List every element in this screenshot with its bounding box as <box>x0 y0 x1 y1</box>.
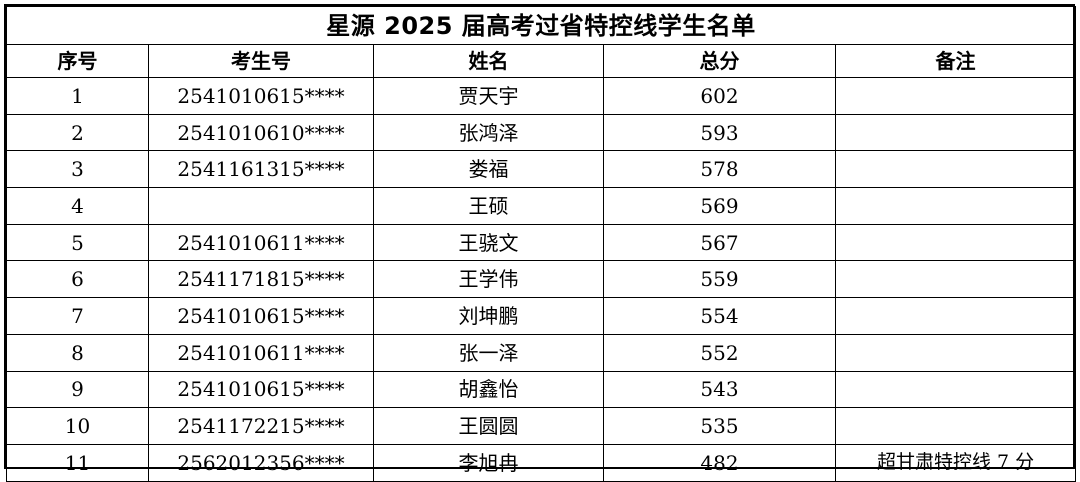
row-number-cell: 8 <box>6 333 149 372</box>
exam-id-cell: 2541010615**** <box>148 370 374 409</box>
note-cell <box>834 260 1077 299</box>
student-name-cell: 王硕 <box>373 187 604 225</box>
row-number-cell: 2 <box>6 113 149 152</box>
note-cell <box>834 297 1077 335</box>
exam-id-cell: 2541010611**** <box>148 333 374 372</box>
student-name-cell: 王圆圆 <box>373 407 604 445</box>
student-list-table-frame: 星源 2025 届高考过省特控线学生名单 序号 考生号 姓名 总分 备注 1 25… <box>4 4 1077 482</box>
row-number-cell: 9 <box>6 370 149 409</box>
exam-id-cell <box>148 187 374 225</box>
note-cell <box>834 150 1077 189</box>
row-number-cell: 11 <box>6 443 149 482</box>
row-number-cell: 6 <box>6 260 149 299</box>
note-cell <box>834 77 1077 115</box>
table-row: 7 2541010615**** 刘坤鹏 554 <box>6 297 1077 335</box>
student-name-cell: 王骁文 <box>373 223 604 262</box>
exam-id-cell: 2562012356**** <box>148 443 374 482</box>
student-name-cell: 李旭冉 <box>373 443 604 482</box>
score-cell: 593 <box>603 113 836 152</box>
score-cell: 535 <box>603 407 836 445</box>
row-number-cell: 10 <box>6 407 149 445</box>
header-score: 总分 <box>603 44 836 78</box>
note-cell <box>834 187 1077 225</box>
table-row: 6 2541171815**** 王学伟 559 <box>6 260 1077 299</box>
note-cell: 超甘肃特控线 7 分 <box>834 443 1077 482</box>
score-cell: 552 <box>603 333 836 372</box>
score-cell: 543 <box>603 370 836 409</box>
exam-id-cell: 2541010615**** <box>148 77 374 115</box>
note-cell <box>834 407 1077 445</box>
header-name: 姓名 <box>373 44 604 78</box>
row-number-cell: 4 <box>6 187 149 225</box>
score-cell: 554 <box>603 297 836 335</box>
student-name-cell: 贾天宇 <box>373 77 604 115</box>
note-cell <box>834 370 1077 409</box>
score-cell: 559 <box>603 260 836 299</box>
student-name-cell: 王学伟 <box>373 260 604 299</box>
table-row: 9 2541010615**** 胡鑫怡 543 <box>6 370 1077 409</box>
row-number-cell: 5 <box>6 223 149 262</box>
table-row: 10 2541172215**** 王圆圆 535 <box>6 407 1077 445</box>
header-row: 序号 考生号 姓名 总分 备注 <box>6 44 1077 78</box>
score-cell: 482 <box>603 443 836 482</box>
student-name-cell: 张一泽 <box>373 333 604 372</box>
table-title: 星源 2025 届高考过省特控线学生名单 <box>5 6 1077 45</box>
note-cell <box>834 333 1077 372</box>
header-exam-id: 考生号 <box>148 44 374 78</box>
header-note: 备注 <box>834 44 1077 78</box>
exam-id-cell: 2541010615**** <box>148 297 374 335</box>
exam-id-cell: 2541010611**** <box>148 223 374 262</box>
header-no: 序号 <box>6 44 149 78</box>
note-cell <box>834 223 1077 262</box>
exam-id-cell: 2541010610**** <box>148 113 374 152</box>
note-cell <box>834 113 1077 152</box>
table-row: 5 2541010611**** 王骁文 567 <box>6 223 1077 262</box>
exam-id-cell: 2541161315**** <box>148 150 374 189</box>
score-cell: 567 <box>603 223 836 262</box>
exam-id-cell: 2541171815**** <box>148 260 374 299</box>
table-row: 1 2541010615**** 贾天宇 602 <box>6 77 1077 115</box>
table-row: 2 2541010610**** 张鸿泽 593 <box>6 113 1077 152</box>
table-row: 3 2541161315**** 娄福 578 <box>6 150 1077 189</box>
score-cell: 569 <box>603 187 836 225</box>
score-cell: 578 <box>603 150 836 189</box>
student-name-cell: 胡鑫怡 <box>373 370 604 409</box>
score-cell: 602 <box>603 77 836 115</box>
student-list-table: 星源 2025 届高考过省特控线学生名单 序号 考生号 姓名 总分 备注 1 25… <box>5 6 1077 482</box>
row-number-cell: 7 <box>6 297 149 335</box>
row-number-cell: 3 <box>6 150 149 189</box>
table-row: 8 2541010611**** 张一泽 552 <box>6 333 1077 372</box>
title-row: 星源 2025 届高考过省特控线学生名单 <box>5 6 1077 45</box>
table-row: 4 王硕 569 <box>6 187 1077 225</box>
table-row: 11 2562012356**** 李旭冉 482 超甘肃特控线 7 分 <box>6 443 1077 482</box>
exam-id-cell: 2541172215**** <box>148 407 374 445</box>
row-number-cell: 1 <box>6 77 149 115</box>
student-name-cell: 刘坤鹏 <box>373 297 604 335</box>
student-name-cell: 娄福 <box>373 150 604 189</box>
student-name-cell: 张鸿泽 <box>373 113 604 152</box>
